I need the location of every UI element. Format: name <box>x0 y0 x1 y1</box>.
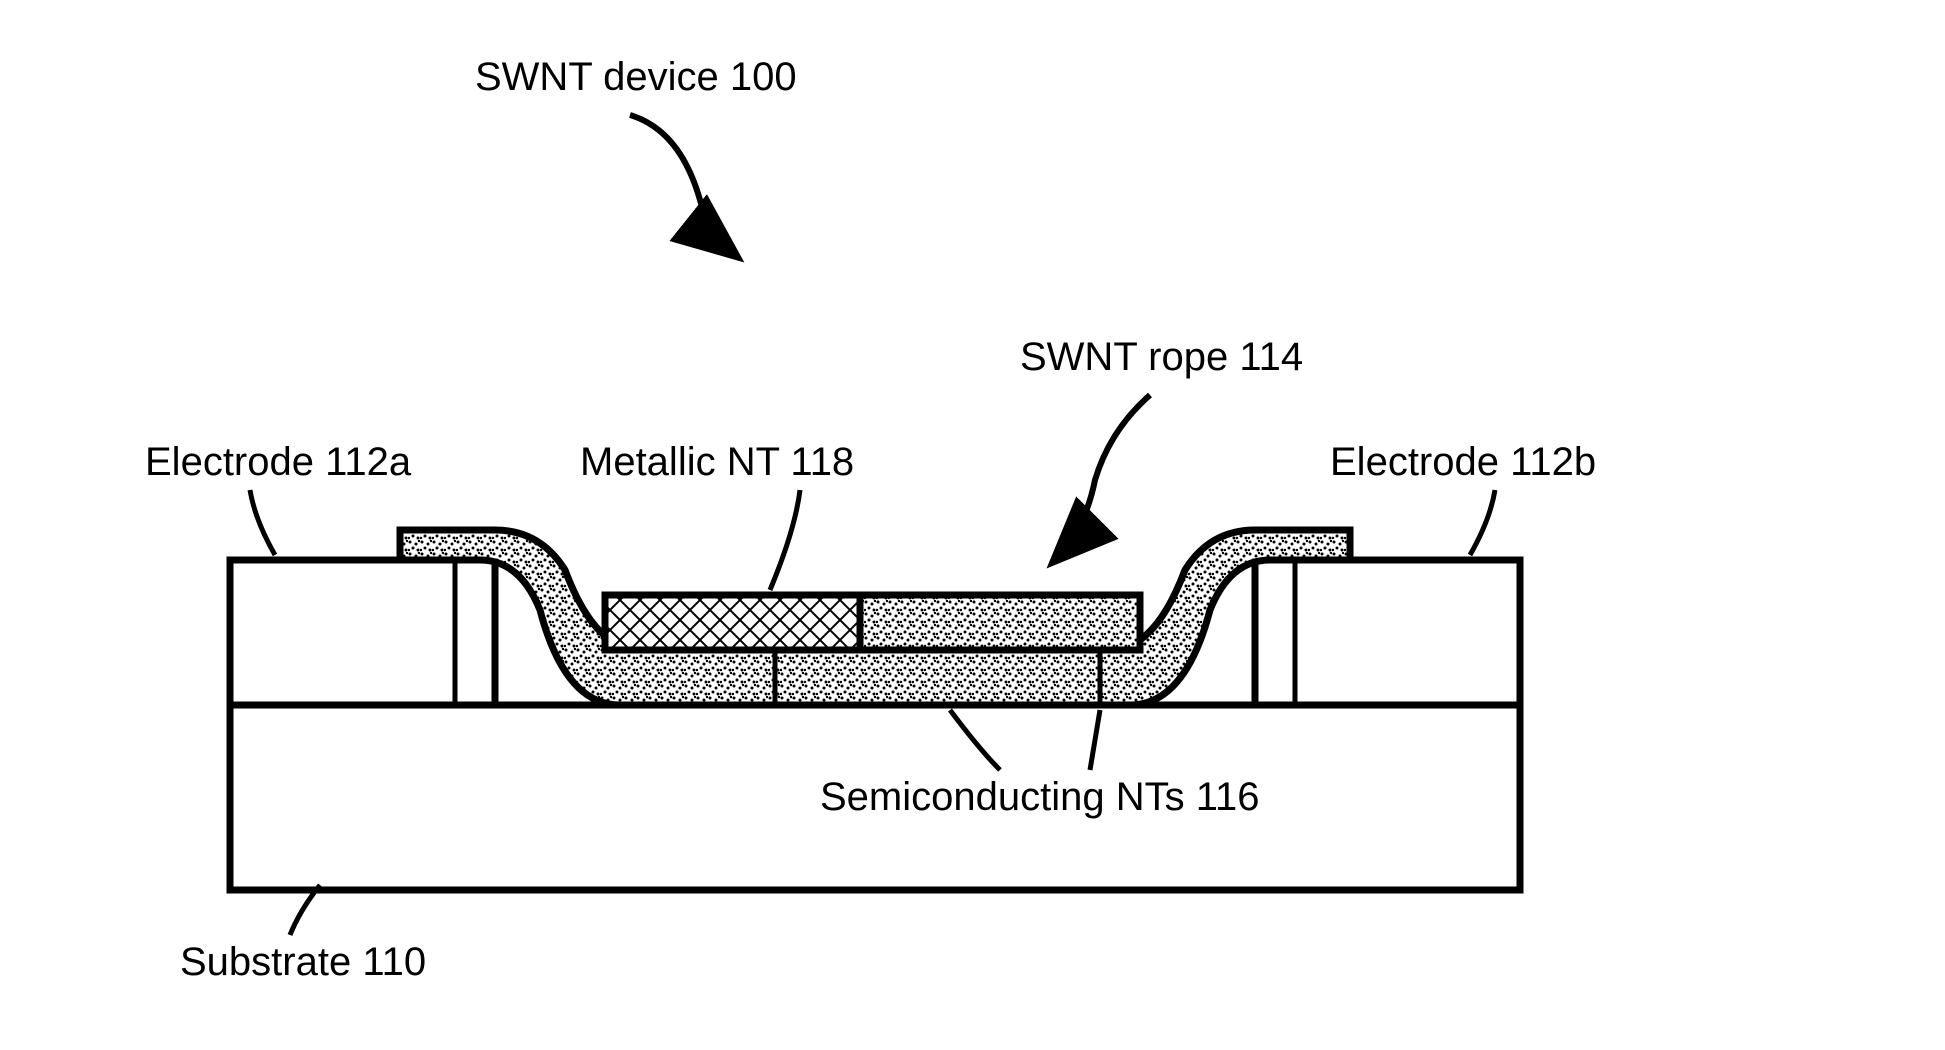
upper-tube-right <box>855 595 1140 650</box>
electrode-b-leader <box>1470 490 1495 555</box>
metallic-leader <box>770 490 800 590</box>
substrate-label: Substrate 110 <box>180 940 426 984</box>
electrode-a-leader <box>250 490 275 555</box>
swnt-rope-leader <box>1055 395 1150 560</box>
electrode-b-label: Electrode 112b <box>1330 440 1596 484</box>
diagram-svg: SWNT device 100 Electrode 112a Electrode… <box>0 0 1945 1050</box>
title-leader <box>630 115 735 255</box>
metallic-nt-rect <box>605 595 860 650</box>
metallic-label: Metallic NT 118 <box>580 440 854 484</box>
semiconducting-label: Semiconducting NTs 116 <box>820 775 1260 819</box>
title-text: SWNT device 100 <box>475 55 797 99</box>
swnt-rope-label: SWNT rope 114 <box>1020 335 1303 379</box>
electrode-a-label: Electrode 112a <box>145 440 412 484</box>
diagram-container: SWNT device 100 Electrode 112a Electrode… <box>0 0 1945 1050</box>
